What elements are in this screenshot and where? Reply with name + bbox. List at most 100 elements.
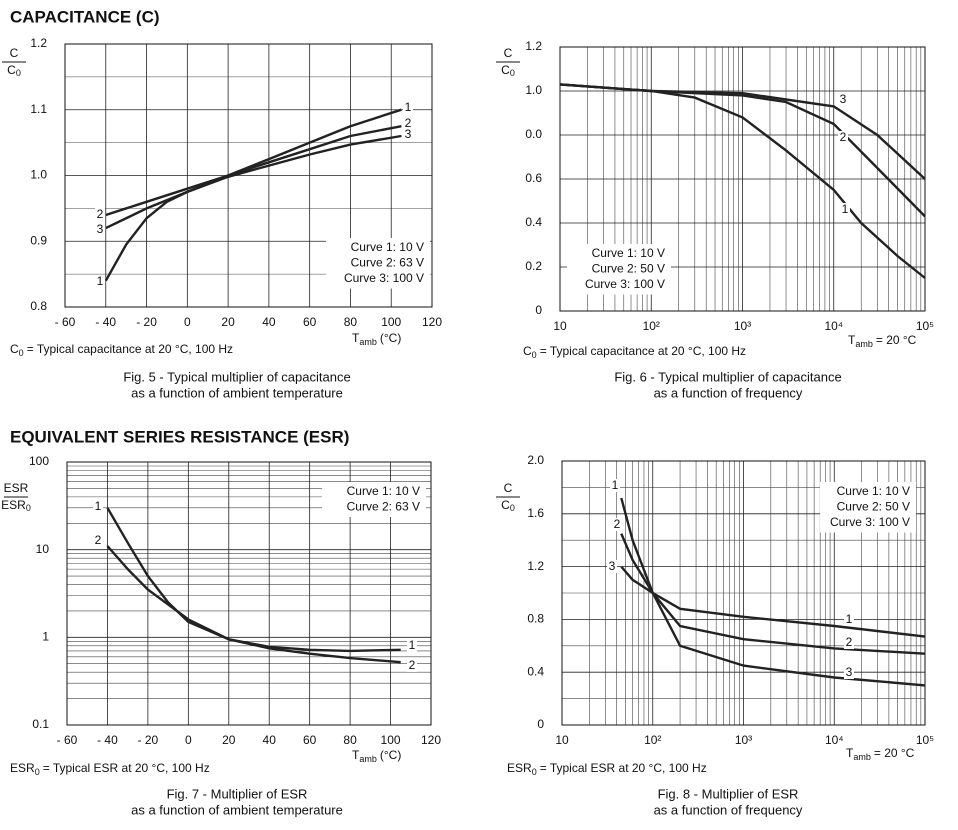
x-label-text: = 20 °C: [876, 333, 917, 347]
x-label-symbol: T: [352, 748, 360, 762]
curve-label-bg: [407, 659, 417, 672]
x-tick-label: - 20: [136, 315, 157, 329]
y-label-denominator-text: C: [501, 498, 510, 512]
legend-entry: Curve 2: 63 V: [351, 256, 424, 270]
y-label-denominator: C0: [7, 63, 21, 78]
curve-label-bg: [407, 639, 417, 652]
x-tick-label: 10⁴: [824, 319, 843, 333]
y-tick-label: 2.0: [527, 453, 544, 467]
curve-label: 1: [842, 202, 849, 216]
x-tick-label: 120: [421, 733, 441, 747]
x-label: Tamb = 20 °C: [848, 333, 917, 349]
curve-label: 2: [840, 130, 847, 144]
curve: [559, 83, 926, 180]
caption: as a function of frequency: [654, 385, 803, 400]
caption: as a function of frequency: [654, 802, 803, 817]
curve-label-bg: [612, 518, 622, 531]
x-tick-label: 100: [381, 315, 401, 329]
legend-entry: Curve 1: 10 V: [837, 484, 910, 498]
legend-entry: Curve 3: 100 V: [344, 271, 424, 285]
curve-label: 2: [95, 533, 102, 547]
footnote: ESR0 = Typical ESR at 20 °C, 100 Hz: [507, 761, 707, 777]
curve-label-bg: [607, 560, 617, 573]
x-tick-label: 40: [262, 315, 276, 329]
y-tick-label: 0.8: [30, 299, 47, 313]
y-tick-label: 0.0: [525, 127, 542, 141]
curve-label-bg: [95, 223, 105, 236]
legend-entry: Curve 2: 50 V: [592, 262, 665, 276]
x-label-text: (°C): [380, 331, 401, 345]
curve-label: 1: [405, 100, 412, 114]
curve-label-bg: [844, 636, 854, 649]
x-tick-label: - 60: [57, 733, 78, 747]
y-label-denominator: ESR0: [1, 498, 31, 513]
curve-label-bg: [403, 128, 413, 141]
curve-label: 1: [409, 638, 416, 652]
footnote: C0 = Typical capacitance at 20 °C, 100 Hz: [523, 344, 746, 360]
legend-entry: Curve 3: 100 V: [830, 515, 910, 529]
curve-label-bg: [610, 479, 620, 492]
x-tick-label: 10³: [735, 733, 752, 747]
footnote-subscript: 0: [35, 767, 40, 777]
curve: [106, 545, 401, 664]
curve: [620, 533, 926, 655]
x-tick-label: 10: [553, 319, 567, 333]
x-tick-label: 40: [263, 733, 277, 747]
curve-label: 2: [405, 116, 412, 130]
curve: [559, 83, 926, 279]
x-tick-label: 10²: [644, 733, 661, 747]
y-label-subscript: 0: [16, 68, 21, 78]
footnote-symbol: C: [10, 342, 19, 356]
chart: - 60- 40- 20 0 20 40 60 80 100 1200.11101001122…: [1, 454, 441, 817]
curve-label: 2: [614, 517, 621, 531]
caption: Fig. 8 - Multiplier of ESR: [658, 786, 799, 801]
curve-label: 2: [97, 207, 104, 221]
x-label-text: = 20 °C: [874, 746, 915, 760]
x-tick-label: 60: [303, 733, 317, 747]
caption: as a function of ambient temperature: [131, 385, 343, 400]
x-tick-label: - 40: [95, 315, 116, 329]
y-label-numerator: C: [504, 46, 513, 60]
x-tick-label: 10: [555, 733, 569, 747]
curve-label: 3: [405, 127, 412, 141]
y-tick-label: 0.4: [527, 664, 544, 678]
footnote-symbol: ESR: [507, 761, 532, 775]
y-tick-label: 100: [29, 454, 49, 468]
x-label-subscript: amb: [853, 752, 871, 762]
y-tick-label: 1.1: [30, 102, 47, 116]
x-label-subscript: amb: [359, 754, 377, 764]
y-label-denominator: C0: [501, 498, 515, 513]
caption: Fig. 5 - Typical multiplier of capacitan…: [123, 369, 350, 384]
curve-label: 2: [846, 635, 853, 649]
x-tick-label: - 20: [138, 733, 159, 747]
legend-box: [820, 482, 916, 533]
x-label-text: (°C): [380, 748, 401, 762]
curve-label: 1: [95, 499, 102, 513]
y-tick-label: 0.4: [525, 215, 542, 229]
x-label: Tamb = 20 °C: [846, 746, 915, 762]
x-tick-label: 10⁵: [916, 733, 934, 747]
x-tick-label: 20: [222, 733, 236, 747]
x-tick-label: 10²: [643, 319, 660, 333]
y-tick-label: 0.1: [32, 717, 49, 731]
y-label-numerator: C: [504, 481, 513, 495]
x-label-symbol: T: [352, 331, 360, 345]
plot-frame: [561, 460, 926, 726]
x-tick-label: - 60: [55, 315, 76, 329]
x-tick-label: 0: [184, 315, 191, 329]
y-label-denominator-text: ESR: [1, 498, 26, 512]
footnote-text: = Typical ESR at 20 °C, 100 Hz: [540, 761, 707, 775]
footnote-subscript: 0: [19, 348, 24, 358]
x-tick-label: 10⁴: [825, 733, 844, 747]
caption: Fig. 7 - Multiplier of ESR: [167, 786, 308, 801]
y-label-denominator: C0: [501, 63, 515, 78]
curve: [105, 125, 402, 217]
x-label-subscript: amb: [855, 339, 873, 349]
curve-label: 1: [846, 612, 853, 626]
x-tick-label: 100: [381, 733, 401, 747]
y-tick-label: 1.2: [527, 559, 544, 573]
curve-label-bg: [838, 93, 848, 106]
curve: [620, 565, 926, 687]
x-tick-label: 0: [185, 733, 192, 747]
